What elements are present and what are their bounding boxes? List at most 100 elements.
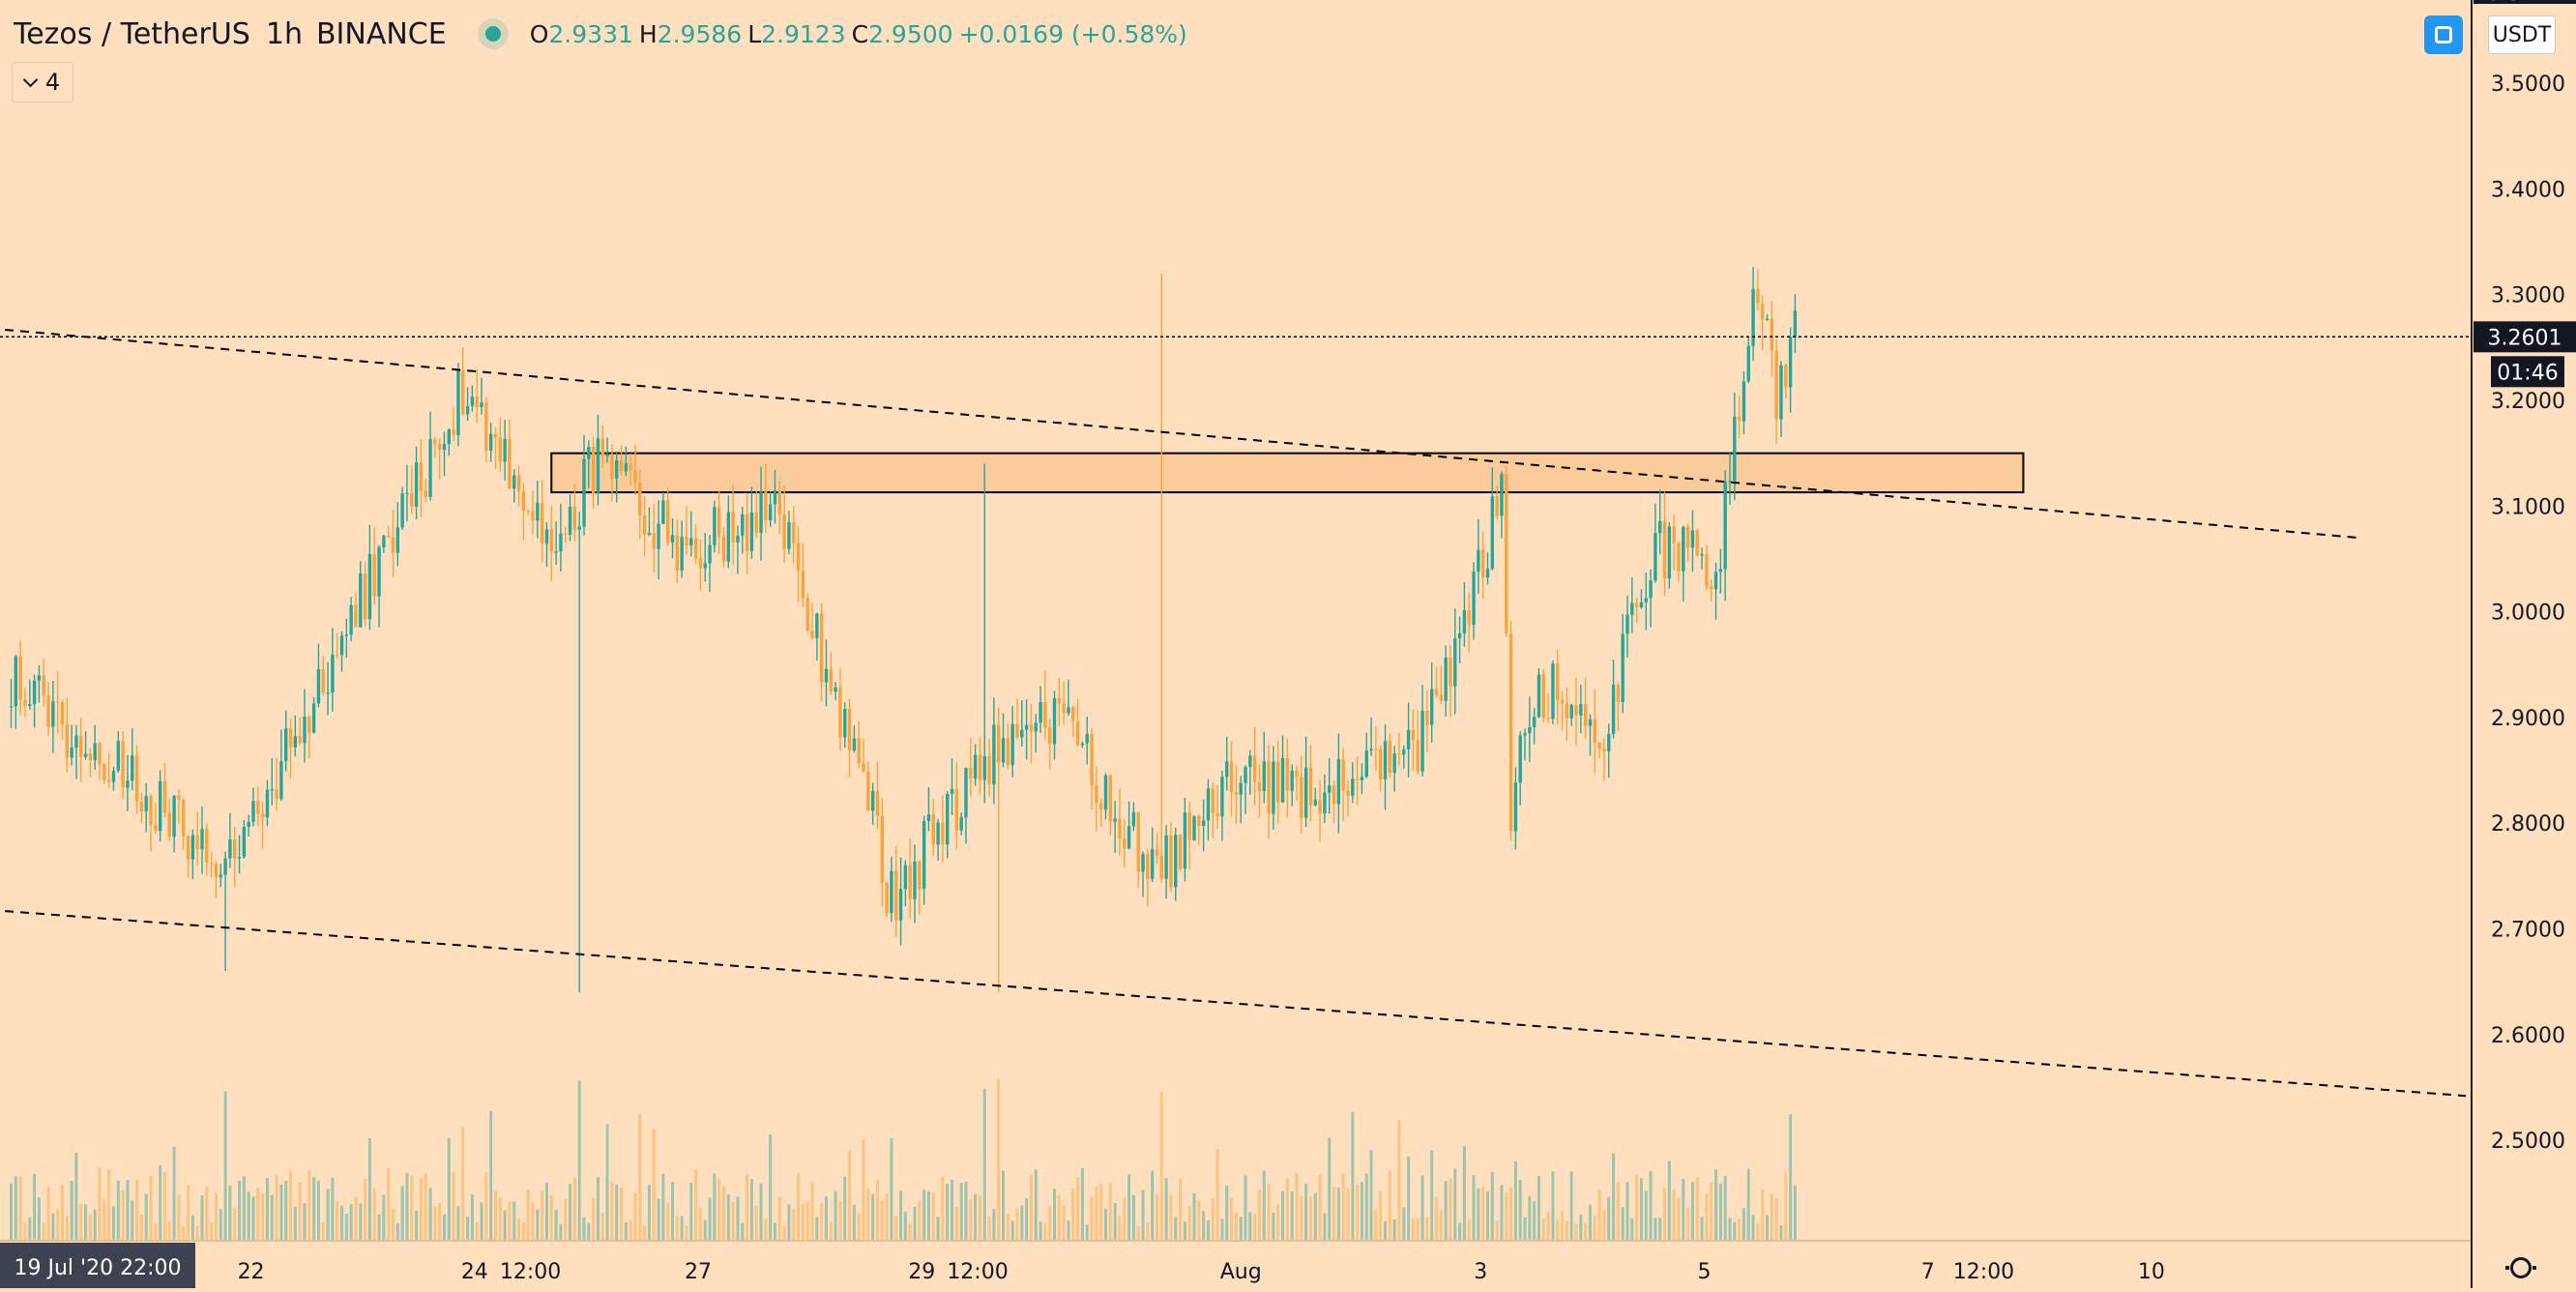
volume-bar (624, 1221, 628, 1241)
volume-bar (1169, 1194, 1173, 1241)
candle-body (908, 865, 912, 899)
volume-bar (56, 1208, 60, 1241)
gear-icon[interactable] (2505, 1257, 2536, 1278)
candle-body (144, 796, 148, 812)
candle-body (1090, 733, 1094, 786)
volume-bar (70, 1180, 73, 1241)
volume-bar (187, 1185, 190, 1241)
volume-bar (1095, 1187, 1098, 1241)
candle-body (1276, 761, 1280, 803)
volume-bar (894, 1216, 898, 1241)
candle-body (1682, 526, 1685, 572)
volume-bar (452, 1171, 455, 1241)
volume-bar (1356, 1185, 1360, 1241)
candle-body (703, 563, 707, 569)
volume-bar (1351, 1111, 1355, 1241)
candle-body (1784, 365, 1788, 388)
volume-bar (1574, 1223, 1578, 1241)
volume-bar (1518, 1179, 1522, 1241)
candle-body (182, 800, 186, 837)
currency-button[interactable]: USDT (2488, 15, 2556, 54)
candle-body (698, 558, 703, 569)
volume-bar (647, 1185, 651, 1241)
candle-body (1690, 530, 1695, 548)
candle-body (1728, 481, 1732, 483)
volume-bar (708, 1197, 712, 1241)
candle-body (167, 812, 171, 837)
volume-bar (1774, 1197, 1778, 1241)
volume-bar (838, 1200, 842, 1241)
candle-body (102, 763, 106, 780)
volume-bar (862, 1139, 865, 1241)
candle-body (880, 815, 884, 883)
volume-bar (359, 1203, 363, 1241)
trendline-layer[interactable] (4, 328, 2467, 1098)
volume-bar (1076, 1177, 1080, 1241)
market-status-icon (484, 26, 501, 42)
volume-bar (1341, 1173, 1345, 1241)
symbol-name[interactable]: Tezos / TetherUS (14, 16, 250, 51)
volume-bar (340, 1205, 344, 1241)
zone-layer[interactable] (550, 452, 2025, 494)
candle-body (1272, 761, 1275, 814)
fullscreen-button[interactable] (2424, 15, 2463, 54)
volume-bar (722, 1186, 726, 1241)
volume-bar (629, 1219, 632, 1241)
candle-body (1332, 785, 1336, 805)
volume-bar (1705, 1192, 1709, 1241)
current-price-label: 3.2601 (2488, 326, 2562, 350)
candle-body (209, 862, 214, 865)
candle-body (242, 826, 247, 858)
volume-bar (773, 1222, 776, 1241)
candle-body (1150, 849, 1155, 879)
volume-bar (1183, 1221, 1186, 1241)
interval-label[interactable]: 1h (265, 16, 303, 51)
volume-bar (1272, 1212, 1275, 1241)
change-value: +0.0169 (+0.58%) (958, 19, 1187, 48)
volume-bar (1304, 1183, 1308, 1241)
candle-body (1569, 704, 1573, 719)
candle-body (1523, 733, 1527, 736)
time-tick-label: 3 (1474, 1260, 1487, 1284)
time-tick-label: 29 (908, 1260, 935, 1284)
volume-bar (866, 1188, 870, 1241)
volume-bar (475, 1222, 479, 1241)
volume-bar (79, 1204, 83, 1241)
candle-body (1718, 569, 1723, 573)
volume-bar (1425, 1217, 1429, 1241)
candle-body (260, 813, 265, 818)
candle-body (121, 741, 125, 788)
candle-body (810, 631, 814, 638)
volume-bar (1388, 1170, 1391, 1241)
volume-bar (1537, 1175, 1540, 1241)
volume-bar (387, 1168, 391, 1241)
candle-body (284, 728, 288, 762)
volume-bar (1658, 1218, 1662, 1241)
exchange-label: BINANCE (315, 16, 447, 51)
volume-bar (18, 1176, 22, 1241)
candle-body (605, 454, 609, 456)
volume-bar (1621, 1207, 1625, 1241)
volume-bar (1248, 1212, 1252, 1241)
candle-body (1047, 727, 1052, 745)
indicators-toggle-button[interactable]: 4 (12, 62, 73, 103)
candle-body (777, 490, 782, 514)
candle-body (367, 553, 372, 620)
candle-body (913, 861, 917, 899)
candle-body (251, 801, 255, 822)
volume-bar (1267, 1184, 1271, 1241)
candle-body (629, 463, 632, 471)
volume-bar (731, 1202, 735, 1241)
candle-body (721, 536, 726, 562)
volume-bar (126, 1180, 130, 1241)
volume-bar (596, 1177, 600, 1241)
candle-body (1472, 572, 1476, 625)
candle-body (1239, 782, 1243, 795)
volume-bar (424, 1173, 427, 1241)
candle-body (717, 507, 721, 537)
current-price-badge (2474, 321, 2576, 353)
candle-body (1001, 738, 1006, 763)
candle-body (685, 537, 688, 546)
